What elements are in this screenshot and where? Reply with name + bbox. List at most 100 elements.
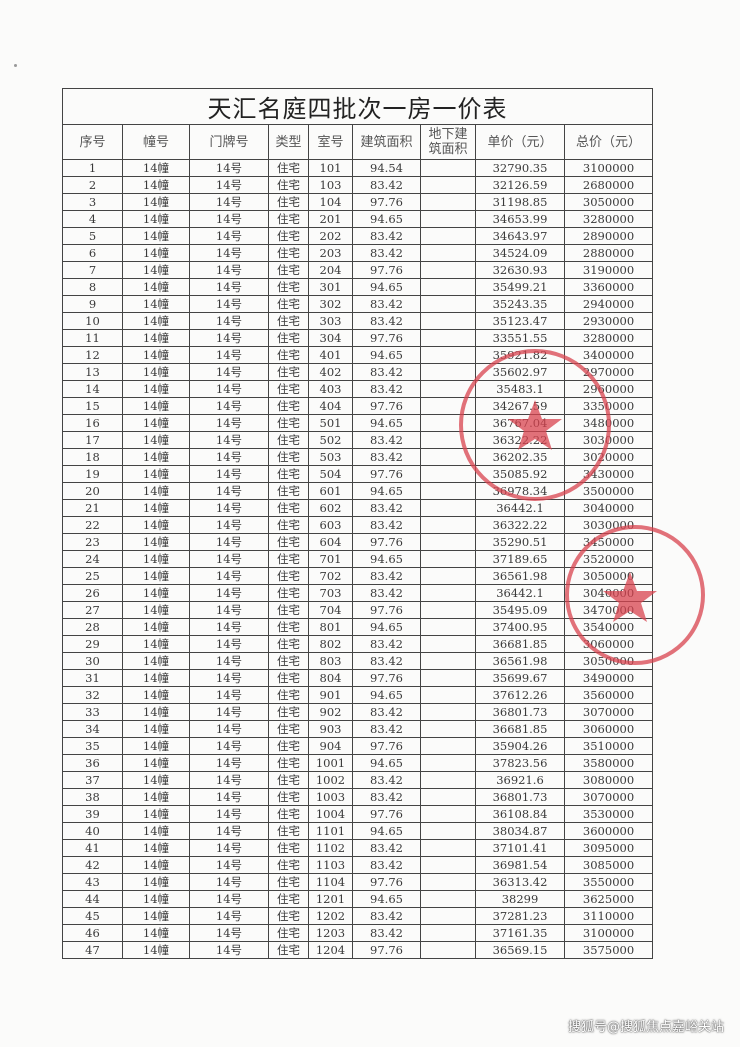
cell-unit-price: 32630.93 bbox=[475, 261, 565, 279]
cell-seq: 35 bbox=[62, 737, 123, 755]
cell-total-price: 3560000 bbox=[563, 686, 654, 704]
table-row: 43 14幢 14号 住宅 1104 97.76 36313.42 3550000 bbox=[62, 873, 654, 891]
cell-type: 住宅 bbox=[268, 346, 309, 364]
cell-unit-price: 36108.84 bbox=[475, 805, 565, 823]
cell-underground-area bbox=[420, 720, 476, 738]
cell-seq: 43 bbox=[62, 873, 123, 891]
table-row: 38 14幢 14号 住宅 1003 83.42 36801.73 3070000 bbox=[62, 788, 654, 806]
table-row: 34 14幢 14号 住宅 903 83.42 36681.85 3060000 bbox=[62, 720, 654, 738]
cell-type: 住宅 bbox=[268, 720, 309, 738]
document-title: 天汇名庭四批次一房一价表 bbox=[61, 88, 654, 125]
cell-room: 1203 bbox=[308, 924, 353, 942]
cell-seq: 45 bbox=[62, 907, 123, 925]
cell-underground-area bbox=[420, 635, 476, 653]
cell-door-number: 14号 bbox=[189, 686, 269, 704]
cell-underground-area bbox=[420, 363, 476, 381]
cell-total-price: 3490000 bbox=[563, 669, 654, 687]
cell-total-price: 3510000 bbox=[563, 737, 654, 755]
cell-unit-price: 35243.35 bbox=[475, 295, 565, 313]
cell-floor-area: 97.76 bbox=[352, 805, 421, 823]
cell-unit-price: 37400.95 bbox=[475, 618, 565, 636]
cell-unit-price: 34643.97 bbox=[475, 227, 565, 245]
cell-building: 14幢 bbox=[122, 244, 190, 262]
scan-speck bbox=[14, 64, 17, 67]
cell-room: 1201 bbox=[308, 890, 353, 908]
cell-building: 14幢 bbox=[122, 482, 190, 500]
cell-unit-price: 36442.1 bbox=[475, 584, 565, 602]
table-row: 2 14幢 14号 住宅 103 83.42 32126.59 2680000 bbox=[62, 176, 654, 194]
cell-door-number: 14号 bbox=[189, 193, 269, 211]
cell-seq: 8 bbox=[62, 278, 123, 296]
cell-building: 14幢 bbox=[122, 907, 190, 925]
cell-building: 14幢 bbox=[122, 856, 190, 874]
cell-door-number: 14号 bbox=[189, 448, 269, 466]
cell-underground-area bbox=[420, 669, 476, 687]
cell-room: 404 bbox=[308, 397, 353, 415]
cell-total-price: 3060000 bbox=[563, 635, 654, 653]
cell-seq: 19 bbox=[62, 465, 123, 483]
cell-room: 702 bbox=[308, 567, 353, 585]
cell-door-number: 14号 bbox=[189, 924, 269, 942]
header-underground-area: 地下建筑面积 bbox=[420, 124, 476, 160]
cell-building: 14幢 bbox=[122, 788, 190, 806]
cell-total-price: 2960000 bbox=[563, 380, 654, 398]
table-row: 21 14幢 14号 住宅 602 83.42 36442.1 3040000 bbox=[62, 499, 654, 517]
cell-room: 1202 bbox=[308, 907, 353, 925]
cell-building: 14幢 bbox=[122, 873, 190, 891]
cell-building: 14幢 bbox=[122, 499, 190, 517]
cell-building: 14幢 bbox=[122, 703, 190, 721]
cell-type: 住宅 bbox=[268, 567, 309, 585]
cell-total-price: 3030000 bbox=[563, 516, 654, 534]
cell-unit-price: 35904.26 bbox=[475, 737, 565, 755]
cell-building: 14幢 bbox=[122, 210, 190, 228]
table-row: 4 14幢 14号 住宅 201 94.65 34653.99 3280000 bbox=[62, 210, 654, 228]
table-row: 12 14幢 14号 住宅 401 94.65 35921.82 3400000 bbox=[62, 346, 654, 364]
cell-type: 住宅 bbox=[268, 159, 309, 177]
cell-unit-price: 35085.92 bbox=[475, 465, 565, 483]
cell-total-price: 3080000 bbox=[563, 771, 654, 789]
table-row: 30 14幢 14号 住宅 803 83.42 36561.98 3050000 bbox=[62, 652, 654, 670]
cell-door-number: 14号 bbox=[189, 482, 269, 500]
cell-underground-area bbox=[420, 159, 476, 177]
cell-door-number: 14号 bbox=[189, 414, 269, 432]
cell-type: 住宅 bbox=[268, 227, 309, 245]
cell-underground-area bbox=[420, 822, 476, 840]
cell-seq: 46 bbox=[62, 924, 123, 942]
header-unit-price: 单价（元） bbox=[475, 124, 565, 160]
cell-floor-area: 83.42 bbox=[352, 856, 421, 874]
cell-underground-area bbox=[420, 941, 476, 959]
cell-underground-area bbox=[420, 703, 476, 721]
cell-seq: 13 bbox=[62, 363, 123, 381]
cell-total-price: 3540000 bbox=[563, 618, 654, 636]
cell-total-price: 3020000 bbox=[563, 448, 654, 466]
cell-unit-price: 37823.56 bbox=[475, 754, 565, 772]
cell-floor-area: 97.76 bbox=[352, 397, 421, 415]
cell-building: 14幢 bbox=[122, 516, 190, 534]
cell-building: 14幢 bbox=[122, 924, 190, 942]
cell-unit-price: 34267.59 bbox=[475, 397, 565, 415]
cell-underground-area bbox=[420, 618, 476, 636]
header-type: 类型 bbox=[268, 124, 309, 160]
cell-room: 803 bbox=[308, 652, 353, 670]
cell-building: 14幢 bbox=[122, 669, 190, 687]
cell-type: 住宅 bbox=[268, 176, 309, 194]
cell-door-number: 14号 bbox=[189, 788, 269, 806]
cell-building: 14幢 bbox=[122, 448, 190, 466]
cell-seq: 42 bbox=[62, 856, 123, 874]
cell-room: 704 bbox=[308, 601, 353, 619]
cell-building: 14幢 bbox=[122, 380, 190, 398]
table-row: 36 14幢 14号 住宅 1001 94.65 37823.56 3580000 bbox=[62, 754, 654, 772]
cell-unit-price: 37612.26 bbox=[475, 686, 565, 704]
cell-type: 住宅 bbox=[268, 465, 309, 483]
cell-type: 住宅 bbox=[268, 380, 309, 398]
cell-type: 住宅 bbox=[268, 261, 309, 279]
cell-unit-price: 36561.98 bbox=[475, 652, 565, 670]
cell-underground-area bbox=[420, 533, 476, 551]
table-row: 44 14幢 14号 住宅 1201 94.65 38299 3625000 bbox=[62, 890, 654, 908]
cell-type: 住宅 bbox=[268, 686, 309, 704]
cell-underground-area bbox=[420, 227, 476, 245]
cell-door-number: 14号 bbox=[189, 159, 269, 177]
table-row: 6 14幢 14号 住宅 203 83.42 34524.09 2880000 bbox=[62, 244, 654, 262]
cell-building: 14幢 bbox=[122, 312, 190, 330]
cell-total-price: 2970000 bbox=[563, 363, 654, 381]
